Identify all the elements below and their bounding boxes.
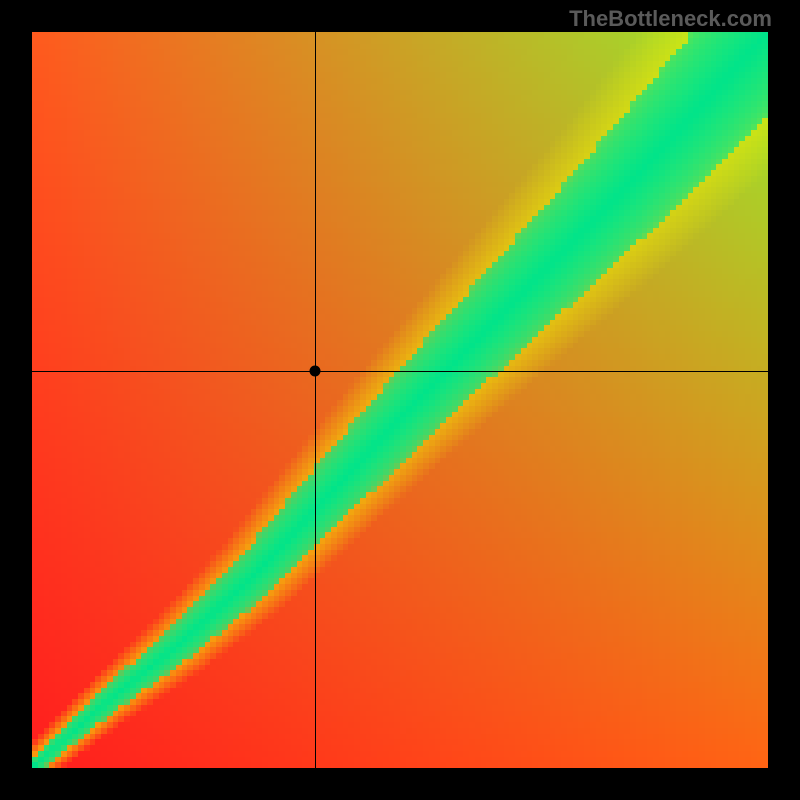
crosshair-vertical-line [315,32,316,768]
heatmap-canvas [32,32,768,768]
crosshair-horizontal-line [32,371,768,372]
watermark-text: TheBottleneck.com [569,6,772,32]
crosshair-marker-dot [310,365,321,376]
chart-container: TheBottleneck.com [0,0,800,800]
heatmap-plot-area [32,32,768,768]
